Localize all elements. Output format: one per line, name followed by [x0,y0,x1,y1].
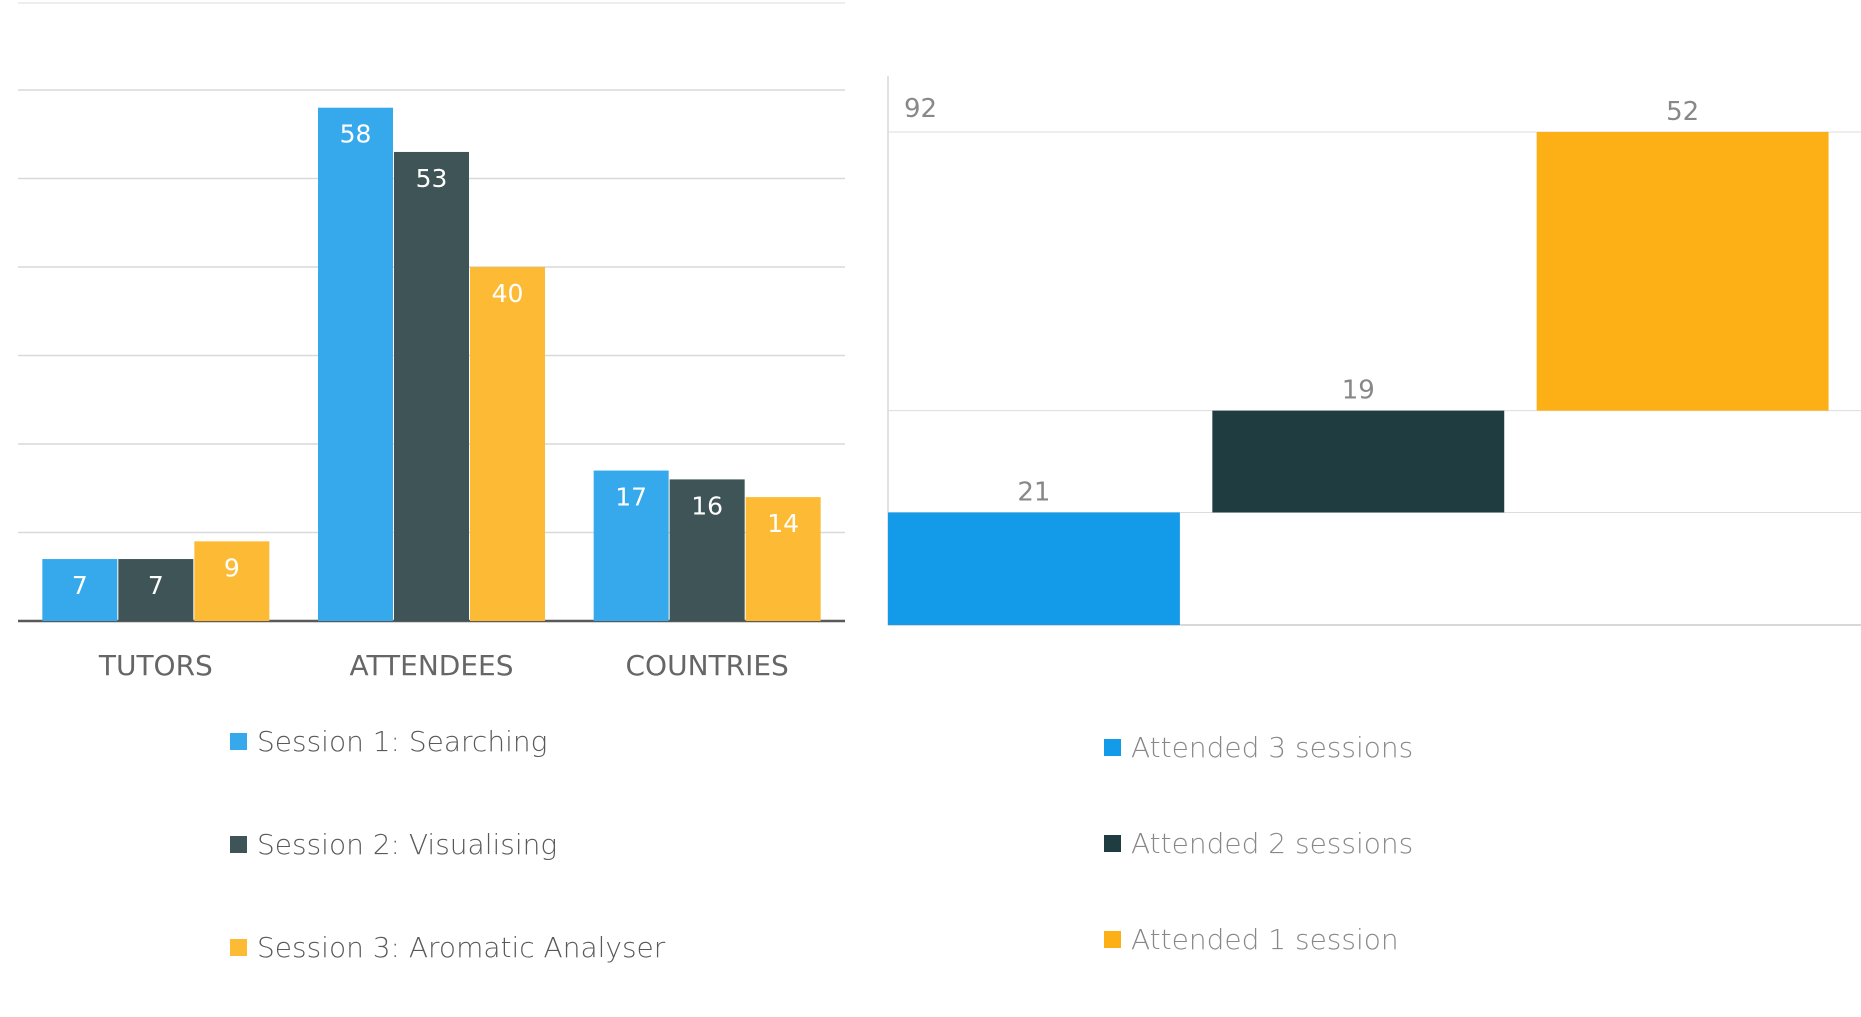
data-label: 9 [224,553,240,582]
legend-label: Session 3: Aromatic Analyser [257,931,666,964]
legend-swatch [230,733,247,750]
legend-label: Session 1: Searching [257,725,548,758]
bar-countries-series-1 [593,470,669,621]
data-label: 7 [72,571,88,600]
legend-label: Attended 1 session [1131,923,1399,956]
data-label: 16 [691,491,723,520]
bar-attendees-series-2 [394,151,469,621]
sessions-bar-chart: 7 7 9 TUTORS 58 53 40 ATTENDEES 17 16 14 COUNTRIES [18,89,845,682]
data-label: 53 [416,164,448,193]
data-label: 21 [1017,477,1050,507]
data-label: 14 [767,509,799,538]
legend-item-3: Session 3: Aromatic Analyser [230,931,665,964]
data-label: 7 [148,571,164,600]
legend-item-1: Session 1: Searching [230,725,547,758]
legend-item-1: Attended 3 sessions [1104,731,1413,764]
legend-item-2: Session 2: Visualising [230,828,557,861]
bar-tutors-series-1 [42,559,118,621]
legend-label: Attended 3 sessions [1131,731,1414,764]
legend-swatch [1104,739,1121,756]
bar-countries-series-2 [669,479,745,621]
legend-swatch [230,939,247,956]
x-tick-label: TUTORS [98,649,213,682]
legend-item-2: Attended 2 sessions [1104,827,1413,860]
legend-swatch [1104,931,1121,948]
attendance-waterfall-chart: 92 21 19 52 [887,76,1861,626]
legend-label: Session 2: Visualising [257,828,558,861]
x-tick-label: ATTENDEES [349,649,513,682]
bar-tutors-series-3 [194,541,270,621]
data-label: 40 [492,279,524,308]
legend-swatch [1104,835,1121,852]
waterfall-bar-attended-3-sessions [888,512,1180,625]
data-label: 58 [340,120,372,149]
total-value-label: 92 [904,94,937,124]
legend-swatch [230,836,247,853]
legend-label: Attended 2 sessions [1131,827,1414,860]
bar-attendees-series-1 [318,107,393,621]
bar-tutors-series-2 [118,559,194,621]
bar-attendees-series-3 [470,267,545,621]
bar-countries-series-3 [745,497,821,621]
data-label: 19 [1342,376,1375,406]
legend-item-3: Attended 1 session [1104,923,1399,956]
waterfall-bar-attended-2-sessions [1212,410,1505,513]
x-tick-label: COUNTRIES [626,649,789,682]
data-label: 52 [1666,97,1699,127]
waterfall-bar-attended-1-session [1536,132,1829,411]
data-label: 17 [615,483,647,512]
